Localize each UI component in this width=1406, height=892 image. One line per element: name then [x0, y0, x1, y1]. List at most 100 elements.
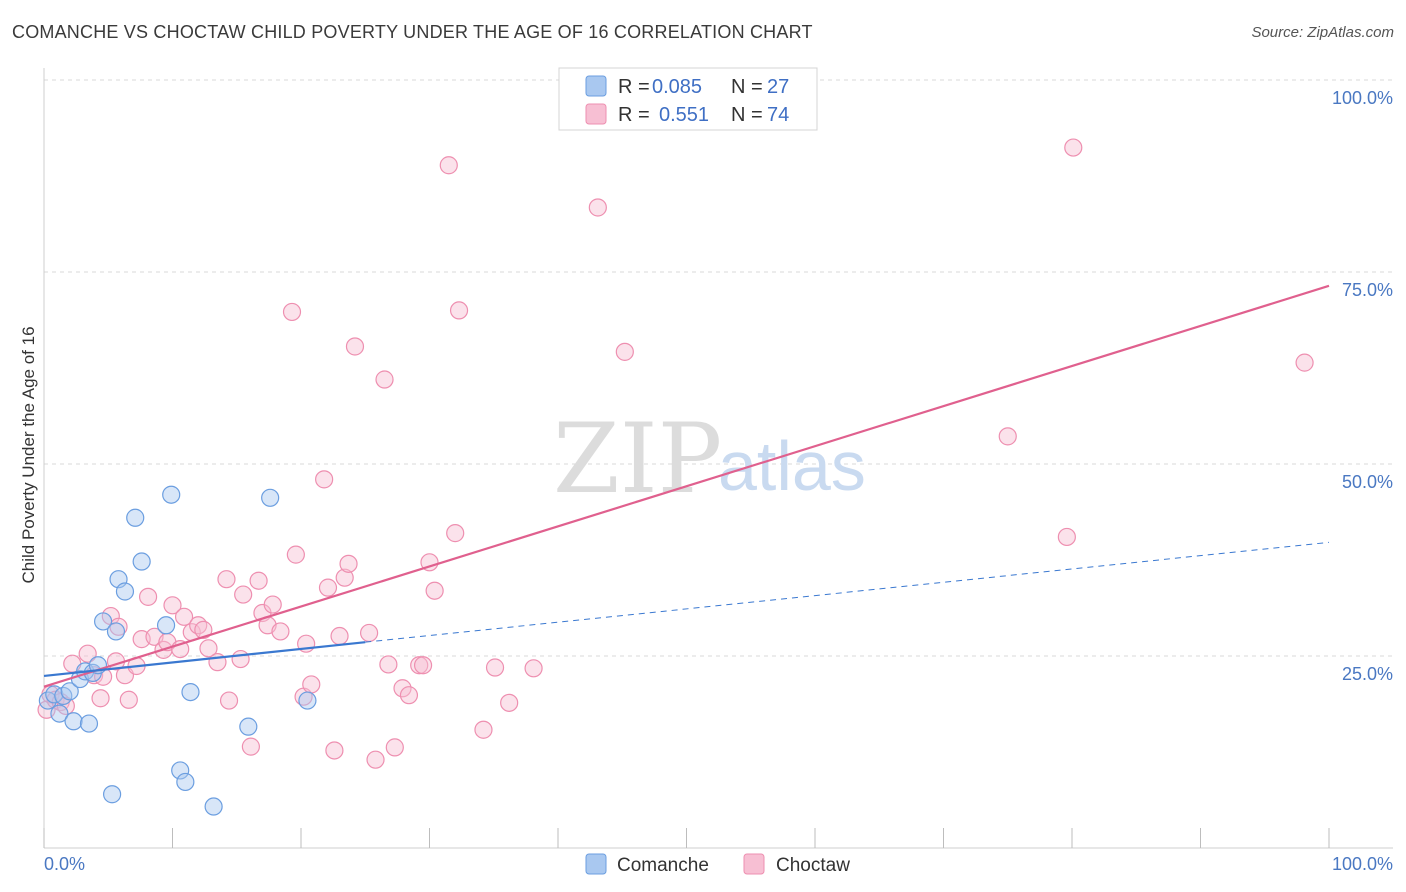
comanche-point — [156, 616, 176, 635]
choctaw-point — [385, 738, 404, 757]
choctaw-point — [500, 693, 519, 712]
legend-r-value: 0.085 — [652, 76, 702, 98]
choctaw-point — [286, 545, 305, 564]
bottom-legend-choctaw-swatch — [743, 853, 765, 875]
choctaw-point — [360, 623, 379, 643]
choctaw-point — [485, 658, 505, 677]
choctaw-point — [474, 720, 493, 739]
watermark-atlas: atlas — [718, 427, 866, 505]
choctaw-point — [249, 571, 268, 590]
y-tick-label: 75.0% — [1342, 280, 1393, 300]
choctaw-point — [366, 750, 385, 769]
choctaw-point — [449, 301, 469, 320]
comanche-point — [298, 691, 317, 710]
x-tick-label-max: 100.0% — [1332, 854, 1393, 874]
y-tick-labels: 25.0% 50.0% 75.0% 100.0% — [1332, 88, 1393, 684]
choctaw-point — [345, 337, 365, 356]
stats-legend: R = 0.085 N = 27 R = 0.551 N = 74 — [558, 67, 818, 131]
comanche-point — [94, 612, 113, 631]
choctaw-point — [315, 470, 334, 489]
comanche-point — [132, 552, 151, 571]
comanche-trend-line — [43, 641, 366, 678]
choctaw-point — [263, 595, 282, 614]
trend-lines — [43, 284, 1330, 688]
watermark: ZIP atlas — [553, 403, 866, 515]
bottom-legend: Comanche Choctaw — [585, 853, 850, 876]
choctaw-point — [335, 568, 354, 587]
comanche-point — [176, 772, 195, 792]
comanche-point — [204, 797, 223, 816]
choctaw-point — [271, 622, 290, 641]
choctaw-point — [91, 689, 110, 708]
choctaw-point — [524, 659, 543, 678]
choctaw-point — [217, 570, 236, 589]
choctaw-trend-line — [43, 284, 1330, 688]
comanche-point — [54, 686, 73, 706]
comanche-point — [181, 682, 200, 702]
choctaw-point — [998, 427, 1017, 446]
bottom-legend-comanche-swatch — [585, 853, 607, 875]
comanche-point — [171, 761, 190, 780]
choctaw-point — [138, 587, 158, 606]
x-tick-label-min: 0.0% — [44, 854, 85, 874]
choctaw-point — [425, 581, 444, 600]
comanche-trend-extension — [365, 541, 1330, 643]
y-tick-label: 25.0% — [1342, 664, 1393, 684]
legend-n-label: N = — [731, 104, 763, 126]
choctaw-point — [420, 553, 439, 572]
legend-r-value: 0.551 — [659, 104, 709, 126]
bottom-legend-comanche-label: Comanche — [617, 855, 709, 876]
grid-lines — [44, 79, 1393, 657]
choctaw-point — [194, 620, 213, 639]
choctaw-points — [37, 138, 1314, 769]
comanche-points — [38, 485, 317, 816]
choctaw-point — [379, 655, 398, 674]
choctaw-point — [199, 639, 218, 658]
choctaw-point — [339, 554, 358, 573]
comanche-point — [50, 704, 69, 723]
y-tick-label: 50.0% — [1342, 472, 1393, 492]
choctaw-point — [330, 626, 349, 646]
comanche-point — [103, 785, 122, 804]
comanche-point — [45, 685, 64, 704]
choctaw-point — [282, 302, 302, 322]
choctaw-point — [1057, 527, 1076, 547]
choctaw-point — [375, 370, 394, 389]
choctaw-point — [410, 656, 429, 675]
choctaw-point — [1295, 353, 1314, 372]
chart-title: COMANCHE VS CHOCTAW CHILD POVERTY UNDER … — [12, 22, 813, 42]
source-label: Source: ZipAtlas.com — [1251, 24, 1394, 41]
choctaw-point — [399, 686, 419, 705]
choctaw-point — [318, 578, 338, 597]
bottom-legend-choctaw-label: Choctaw — [776, 855, 850, 876]
choctaw-point — [231, 649, 250, 669]
comanche-point — [79, 714, 99, 733]
x-axis-ticks — [43, 828, 1330, 848]
choctaw-point — [325, 741, 344, 760]
comanche-point — [60, 682, 79, 701]
choctaw-point — [446, 524, 465, 543]
choctaw-point — [588, 198, 607, 217]
legend-n-label: N = — [731, 76, 763, 98]
choctaw-point — [413, 656, 433, 675]
comanche-point — [162, 485, 181, 504]
watermark-zip: ZIP — [553, 403, 722, 515]
legend-r-label: R = — [618, 76, 650, 98]
choctaw-point — [163, 596, 182, 615]
legend-n-value: 74 — [767, 104, 789, 126]
choctaw-point — [1064, 138, 1083, 157]
legend-n-value: 27 — [767, 76, 789, 98]
choctaw-point — [119, 690, 138, 709]
y-axis-label: Child Poverty Under the Age of 16 — [19, 326, 38, 583]
comanche-point — [64, 712, 83, 731]
legend-r-label: R = — [618, 104, 650, 126]
choctaw-point — [174, 607, 194, 626]
comanche-point — [115, 582, 135, 601]
choctaw-point — [393, 679, 412, 698]
choctaw-point — [241, 737, 260, 756]
choctaw-point — [439, 156, 458, 175]
legend-choctaw-swatch — [585, 103, 607, 125]
comanche-point — [106, 622, 126, 641]
choctaw-point — [234, 585, 253, 604]
